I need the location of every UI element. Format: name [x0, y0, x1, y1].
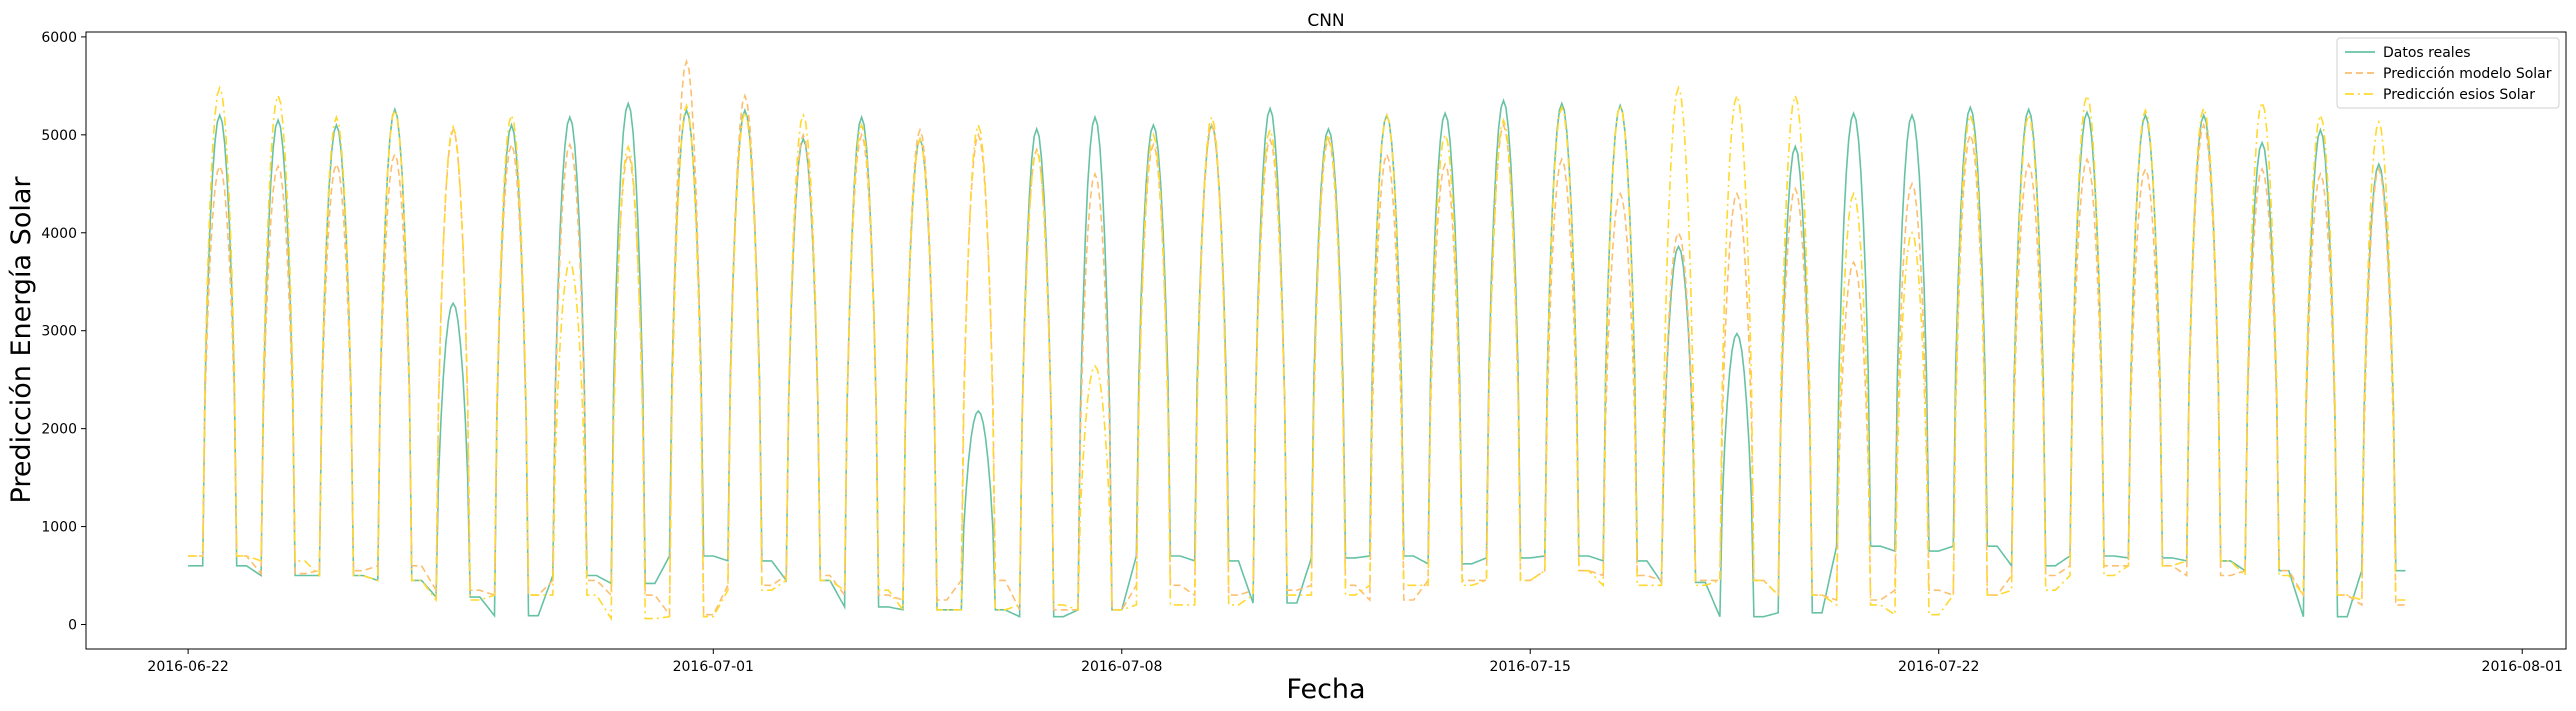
legend-label: Predicción modelo Solar	[2383, 66, 2552, 82]
y-tick-label: 3000	[41, 324, 77, 340]
y-tick-label: 1000	[41, 520, 77, 536]
y-tick-label: 6000	[41, 30, 77, 46]
y-axis-label: Predicción Energía Solar	[6, 176, 37, 504]
x-tick-label: 2016-07-08	[1081, 659, 1162, 675]
legend-frame	[2336, 37, 2560, 109]
legend-label: Predicción esios Solar	[2383, 87, 2535, 103]
x-axis-label: Fecha	[1286, 674, 1365, 705]
x-tick-label: 2016-08-01	[2482, 659, 2563, 675]
y-tick-label: 4000	[41, 226, 77, 242]
series-layer	[188, 58, 2406, 622]
series-line-2	[188, 58, 2406, 618]
x-tick-label: 2016-06-22	[147, 659, 228, 675]
legend-label: Datos reales	[2383, 45, 2471, 61]
plot-frame	[85, 31, 2567, 650]
x-tick-label: 2016-07-15	[1490, 659, 1571, 675]
x-tick-label: 2016-07-22	[1898, 659, 1979, 675]
y-axis: 0 1000 2000 3000 4000 5000 6000	[41, 30, 86, 634]
series-line-3	[188, 85, 2406, 622]
y-tick-label: 5000	[41, 128, 77, 144]
y-tick-label: 2000	[41, 422, 77, 438]
x-axis: 2016-06-22 2016-07-01 2016-07-08 2016-07-15…	[147, 649, 2563, 675]
legend: Datos reales Predicción modelo Solar Predi…	[2336, 37, 2560, 109]
chart-title: CNN	[1307, 11, 1344, 31]
x-tick-label: 2016-07-01	[673, 659, 754, 675]
y-tick-label: 0	[68, 618, 77, 634]
